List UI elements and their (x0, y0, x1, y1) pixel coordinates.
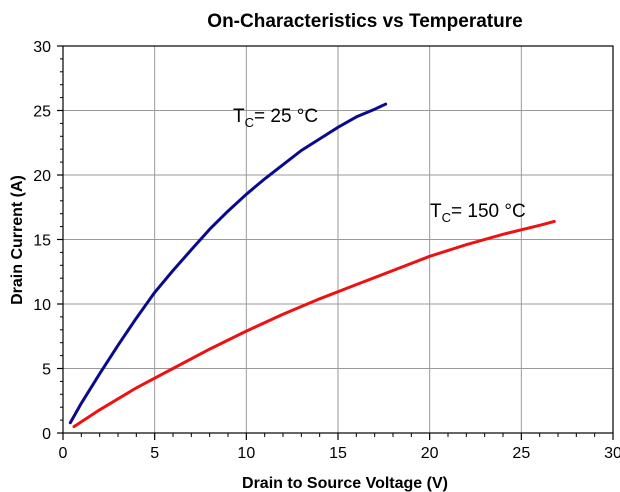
y-tick-label: 30 (33, 39, 51, 56)
y-tick-label: 25 (33, 104, 51, 121)
y-tick-label: 5 (42, 362, 51, 379)
tick-labels: 0 5 10 15 20 25 30 0 5 10 15 20 25 30 (33, 39, 620, 462)
x-axis-label: Drain to Source Voltage (V) (242, 475, 448, 492)
annotation-tc-25: TC= 25 °C (233, 106, 318, 130)
x-tick-label: 20 (421, 445, 439, 462)
x-tick-label: 30 (604, 445, 620, 462)
y-tick-label: 0 (42, 426, 51, 443)
series-layer (68, 102, 556, 429)
grid (63, 46, 613, 433)
x-tick-label: 15 (329, 445, 347, 462)
series-line-1 (72, 219, 556, 429)
y-tick-label: 20 (33, 168, 51, 185)
chart-title: On-Characteristics vs Temperature (207, 11, 522, 32)
y-axis-label: Drain Current (A) (9, 175, 26, 305)
plot-frame (62, 45, 614, 434)
x-tick-label: 25 (512, 445, 530, 462)
y-tick-label: 15 (33, 233, 51, 250)
axis-ticks (57, 45, 614, 440)
annotation-tc-150: TC= 150 °C (430, 201, 526, 225)
x-tick-label: 5 (150, 445, 159, 462)
y-tick-label: 10 (33, 297, 51, 314)
series-line-0 (68, 102, 388, 425)
x-tick-label: 10 (237, 445, 255, 462)
x-tick-label: 0 (59, 445, 68, 462)
